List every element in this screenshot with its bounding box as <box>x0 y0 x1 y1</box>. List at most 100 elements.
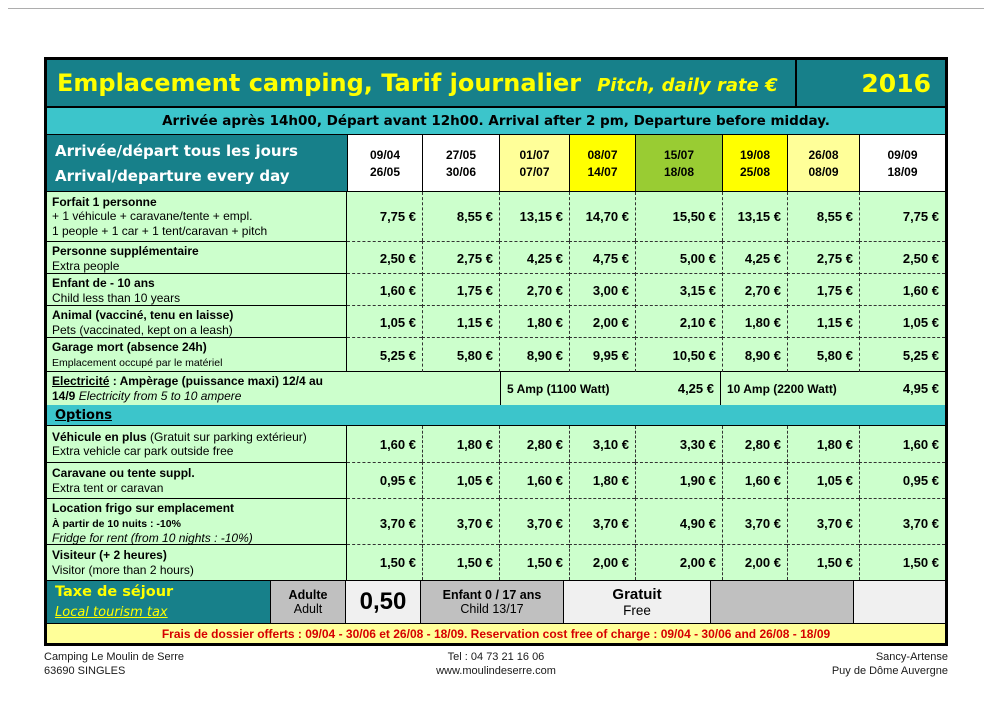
price-row: Location frigo sur emplacement À partir d… <box>47 498 945 548</box>
price-cell: 2,10 € <box>635 305 722 339</box>
row-label: Forfait 1 personne + 1 véhicule + caravan… <box>47 192 347 241</box>
option-price-rows: Véhicule en plus (Gratuit sur parking ex… <box>47 426 945 580</box>
price-cell: 7,75 € <box>859 192 945 241</box>
price-cell: 0,95 € <box>347 462 422 498</box>
row-label: Véhicule en plus (Gratuit sur parking ex… <box>47 426 347 462</box>
price-value: 2,70 € <box>526 283 563 298</box>
price-value: 1,15 € <box>456 315 493 330</box>
adult-tax-value-cell: 0,50 <box>345 581 420 623</box>
date-header-label: Arrivée/départ tous les jours Arrival/de… <box>47 135 347 191</box>
price-value: 1,75 € <box>456 283 493 298</box>
row-label-text: Véhicule en plus <box>52 429 147 444</box>
season-start-date: 26/08 <box>808 147 839 162</box>
page-top-rule <box>8 8 984 9</box>
row-label-text: Visitor (more than 2 hours) <box>52 562 194 577</box>
price-value: 2,00 € <box>592 555 629 570</box>
price-value: 3,70 € <box>744 515 781 531</box>
price-value: 2,80 € <box>526 436 563 452</box>
price-row: Caravane ou tente suppl. Extra tent or ca… <box>47 462 945 498</box>
price-cell: 9,95 € <box>569 337 635 372</box>
price-cell: 8,90 € <box>499 337 569 372</box>
price-cell: 1,05 € <box>787 462 859 498</box>
price-cell: 2,50 € <box>859 241 945 275</box>
row-label: Visiteur (+ 2 heures) Visitor (more than … <box>47 544 347 580</box>
price-cell: 3,00 € <box>569 273 635 307</box>
price-value: 4,25 € <box>744 251 781 266</box>
row-label-line: Extra people <box>52 259 342 274</box>
row-label-text: 14/9 <box>52 388 76 403</box>
price-value: 7,75 € <box>379 209 416 224</box>
price-value: 7,75 € <box>902 209 939 224</box>
price-value: 1,50 € <box>902 555 939 570</box>
date-column-header: 27/05 30/06 <box>422 135 499 191</box>
price-value: 3,30 € <box>679 436 716 452</box>
price-cell: 2,00 € <box>569 305 635 339</box>
price-cell: 1,75 € <box>422 273 499 307</box>
row-label-text: Location frigo sur emplacement <box>52 501 235 515</box>
price-value: 13,15 € <box>519 209 563 224</box>
price-value: 4,90 € <box>679 515 716 531</box>
season-start-date: 27/05 <box>445 147 477 162</box>
price-cell: 15,50 € <box>635 192 722 241</box>
price-value: 1,05 € <box>816 473 853 488</box>
price-value: 5,80 € <box>816 347 853 363</box>
price-value: 1,05 € <box>379 315 416 330</box>
row-label-text: (Gratuit sur parking extérieur) <box>146 429 307 444</box>
row-label-line: Visiteur (+ 2 heures) <box>52 548 342 563</box>
row-label-line: Extra tent or caravan <box>52 481 342 496</box>
child-label-cell: Enfant 0 / 17 ans Child 13/17 <box>420 581 563 623</box>
season-start-date: 15/07 <box>663 147 695 162</box>
price-row: Garage mort (absence 24h) Emplacement occ… <box>47 337 945 372</box>
row-label: Location frigo sur emplacement À partir d… <box>47 498 347 548</box>
price-cell: 1,60 € <box>347 426 422 462</box>
amp-option-label: 5 Amp (1100 Watt) <box>507 381 610 396</box>
price-value: 5,25 € <box>902 347 939 363</box>
price-cell: 5,25 € <box>347 337 422 372</box>
footer-phone: Tel : 04 73 21 16 06 <box>447 651 545 663</box>
date-column-header: 15/07 18/08 <box>635 135 722 191</box>
price-value: 1,50 € <box>379 555 416 570</box>
price-value: 2,00 € <box>744 555 781 570</box>
price-cell: 1,50 € <box>859 544 945 580</box>
price-value: 1,15 € <box>816 315 853 330</box>
price-cell: 1,60 € <box>347 273 422 307</box>
season-end-date: 14/07 <box>587 164 618 179</box>
price-cell: 1,15 € <box>422 305 499 339</box>
title-bar: Emplacement camping, Tarif journalier Pi… <box>47 60 945 108</box>
price-value: 3,15 € <box>679 283 716 298</box>
price-row: Personne supplémentaire Extra people 2,50 … <box>47 241 945 275</box>
price-cell: 2,00 € <box>569 544 635 580</box>
row-label-line: Electricité : Ampèrage (puissance maxi) … <box>52 374 496 389</box>
price-value: 8,55 € <box>816 209 853 224</box>
title-left: Emplacement camping, Tarif journalier Pi… <box>47 69 795 97</box>
date-column-header: 09/09 18/09 <box>859 135 945 191</box>
row-label-line: Animal (vacciné, tenu en laisse) <box>52 308 342 323</box>
year-label: 2016 <box>795 60 945 106</box>
price-value: 3,70 € <box>379 515 416 531</box>
price-value: 13,15 € <box>737 209 781 224</box>
page-title: Emplacement camping, Tarif journalier <box>57 69 582 97</box>
price-value: 2,10 € <box>679 315 716 330</box>
price-value: 3,70 € <box>592 515 629 531</box>
free-label-en: Free <box>623 603 651 618</box>
row-label-line: Fridge for rent (from 10 nights : -10%) <box>52 531 342 546</box>
price-cell: 3,10 € <box>569 426 635 462</box>
price-cell: 1,80 € <box>722 305 787 339</box>
electricity-label: Electricité : Ampèrage (puissance maxi) … <box>47 372 500 405</box>
options-section-header: Options <box>47 405 945 426</box>
tax-empty-cell <box>710 581 853 623</box>
child-tax-value-cell: Gratuit Free <box>563 581 710 623</box>
season-end-date: 30/06 <box>445 164 477 179</box>
date-column-header: 08/07 14/07 <box>569 135 635 191</box>
price-cell: 3,15 € <box>635 273 722 307</box>
price-value: 8,55 € <box>456 209 493 224</box>
price-cell: 8,55 € <box>787 192 859 241</box>
price-value: 2,00 € <box>592 315 629 330</box>
price-cell: 4,25 € <box>722 241 787 275</box>
footer-department: Puy de Dôme Auvergne <box>831 665 948 677</box>
row-label-text: : Ampèrage (puissance maxi) 12/4 au <box>109 374 324 388</box>
price-value: 0,95 € <box>902 473 939 488</box>
page-subtitle: Pitch, daily rate € <box>597 75 778 96</box>
price-cell: 3,70 € <box>499 498 569 548</box>
date-column-header: 26/08 08/09 <box>787 135 859 191</box>
